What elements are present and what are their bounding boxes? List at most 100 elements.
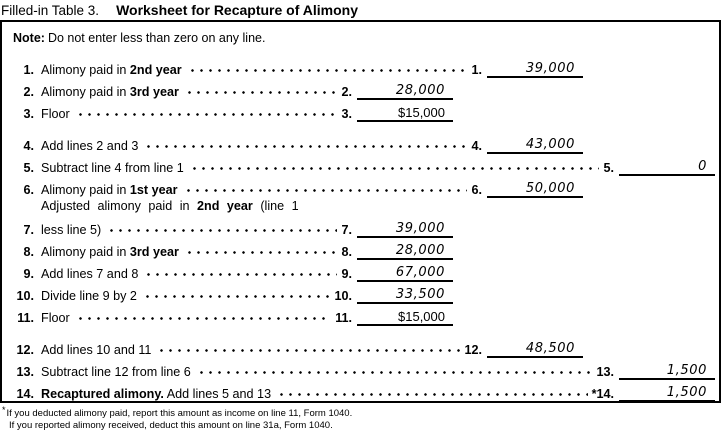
dot-leader bbox=[184, 248, 338, 260]
line-label: Subtract line 12 from line 6 bbox=[41, 365, 191, 379]
worksheet-row-11: 11. Floor 11. $15,000 bbox=[8, 304, 715, 326]
answer-line-number: 7. bbox=[341, 223, 352, 237]
worksheet-row-14: 14. Recaptured alimony. Add lines 5 and 1… bbox=[8, 380, 715, 401]
line-label: Add lines 2 and 3 bbox=[41, 139, 139, 153]
answer-value: 43,000 bbox=[525, 137, 575, 152]
line-label: Divide line 9 by 2 bbox=[41, 289, 137, 303]
footnote: If you reported alimony received, deduct… bbox=[9, 420, 333, 431]
answer-underline: 39,000 bbox=[487, 60, 583, 78]
answer-value: $15,000 bbox=[398, 309, 445, 324]
line-label: Recaptured alimony. Add lines 5 and 13 bbox=[41, 387, 272, 401]
answer-underline: 0 bbox=[619, 158, 715, 176]
dot-leader bbox=[187, 66, 468, 78]
answer-value: 28,000 bbox=[395, 243, 445, 258]
line-label: Alimony paid in 2nd year bbox=[41, 63, 182, 77]
dot-leader bbox=[142, 292, 331, 304]
answer-line-number: 12. bbox=[464, 343, 482, 357]
worksheet-row-4: 4. Add lines 2 and 3 4. 43,000 bbox=[8, 132, 715, 154]
answer-line-number: 8. bbox=[341, 245, 352, 259]
answer-value: $15,000 bbox=[398, 105, 445, 120]
worksheet-box: Note: Do not enter less than zero on any … bbox=[0, 20, 721, 403]
note-label: Note: bbox=[13, 31, 45, 45]
worksheet-row-3: 3. Floor 3. $15,000 bbox=[8, 100, 715, 122]
line-label: Add lines 7 and 8 bbox=[41, 267, 139, 281]
answer-value: 28,000 bbox=[395, 83, 445, 98]
answer-line-number: 1. bbox=[471, 63, 482, 77]
footnotes: *If you deducted alimony paid, report th… bbox=[0, 403, 721, 432]
answer-line-number: 10. bbox=[334, 289, 352, 303]
answer-line-number: 9. bbox=[341, 267, 352, 281]
dot-leader bbox=[189, 164, 600, 176]
line-number: 2. bbox=[23, 85, 34, 99]
dot-leader bbox=[184, 88, 338, 100]
note-text: Do not enter less than zero on any line. bbox=[47, 31, 266, 45]
dot-leader bbox=[75, 314, 332, 326]
answer-underline: 1,500 bbox=[619, 362, 715, 380]
dot-leader bbox=[196, 368, 593, 380]
line-number: 13. bbox=[16, 365, 34, 379]
answer-underline: 1,500 bbox=[619, 384, 715, 401]
answer-underline: 33,500 bbox=[357, 286, 453, 304]
dot-leader bbox=[144, 142, 468, 154]
line-number: 4. bbox=[23, 139, 34, 153]
line-label: Floor bbox=[41, 311, 70, 325]
line-label: Floor bbox=[41, 107, 70, 121]
answer-line-number: 11. bbox=[335, 311, 352, 325]
answer-line-number: 2. bbox=[341, 85, 352, 99]
note: Note: Do not enter less than zero on any … bbox=[13, 31, 715, 47]
line-number: 8. bbox=[23, 245, 34, 259]
worksheet-row-1: 1. Alimony paid in 2nd year 1. 39,000 bbox=[8, 56, 715, 78]
answer-underline: 67,000 bbox=[357, 264, 453, 282]
dot-leader bbox=[75, 110, 338, 122]
answer-line-number: 3. bbox=[341, 107, 352, 121]
worksheet-row-6: 6. Alimony paid in 1st year 6. 50,000 bbox=[8, 176, 715, 198]
worksheet-row-12: 12. Add lines 10 and 11 12. 48,500 bbox=[8, 336, 715, 358]
dot-leader bbox=[183, 186, 468, 198]
answer-value: 48,500 bbox=[525, 341, 575, 356]
line-number: 3. bbox=[23, 107, 34, 121]
line-label-wrap: Adjusted alimony paid in 2nd year (line … bbox=[41, 198, 341, 238]
worksheet-row-7: 7. Adjusted alimony paid in 2nd year (lin… bbox=[8, 198, 715, 238]
line-number: 5. bbox=[23, 161, 34, 175]
worksheet-row-10: 10. Divide line 9 by 2 10. 33,500 bbox=[8, 282, 715, 304]
worksheet-row-9: 9. Add lines 7 and 8 9. 67,000 bbox=[8, 260, 715, 282]
line-label: Add lines 10 and 11 bbox=[41, 343, 152, 357]
answer-underline: 48,500 bbox=[487, 340, 583, 358]
answer-line-number: 6. bbox=[471, 183, 482, 197]
line-number: 14. bbox=[16, 387, 34, 401]
answer-value: 1,500 bbox=[666, 385, 707, 400]
footnote: *If you deducted alimony paid, report th… bbox=[2, 405, 353, 419]
worksheet-row-2: 2. Alimony paid in 3rd year 2. 28,000 bbox=[8, 78, 715, 100]
line-number: 6. bbox=[23, 183, 34, 197]
answer-underline: 28,000 bbox=[357, 242, 453, 260]
answer-line-number: 13. bbox=[596, 365, 614, 379]
answer-value: 33,500 bbox=[395, 287, 445, 302]
footnote-marker: * bbox=[2, 405, 6, 415]
answer-underline: $15,000 bbox=[357, 104, 453, 122]
answer-value: 0 bbox=[698, 159, 707, 174]
answer-underline: $15,000 bbox=[357, 308, 453, 326]
line-label: Adjusted alimony paid in 2nd year (line … bbox=[41, 199, 299, 213]
dot-leader bbox=[144, 270, 338, 282]
answer-value: 67,000 bbox=[395, 265, 445, 280]
line-label: Alimony paid in 3rd year bbox=[41, 245, 179, 259]
table-title: Filled-in Table 3. Worksheet for Recaptur… bbox=[0, 0, 721, 20]
line-number: 11. bbox=[17, 311, 34, 325]
table-title-prefix: Filled-in Table 3. bbox=[1, 3, 100, 18]
worksheet-row-8: 8. Alimony paid in 3rd year 8. 28,000 bbox=[8, 238, 715, 260]
answer-value: 50,000 bbox=[525, 181, 575, 196]
answer-value: 39,000 bbox=[395, 221, 445, 236]
answer-underline: 28,000 bbox=[357, 82, 453, 100]
worksheet-row-5: 5. Subtract line 4 from line 1 5. 0 bbox=[8, 154, 715, 176]
dot-leader bbox=[277, 390, 588, 401]
answer-line-number: 5. bbox=[603, 161, 614, 175]
line-number: 7. bbox=[23, 223, 34, 237]
dot-leader bbox=[107, 226, 338, 238]
answer-value: 1,500 bbox=[666, 363, 707, 378]
line-label: Alimony paid in 1st year bbox=[41, 183, 178, 197]
line-number: 12. bbox=[16, 343, 34, 357]
line-number: 1. bbox=[23, 63, 34, 77]
table-title-main: Worksheet for Recapture of Alimony bbox=[116, 2, 358, 18]
worksheet-row-13: 13. Subtract line 12 from line 6 13. 1,500 bbox=[8, 358, 715, 380]
